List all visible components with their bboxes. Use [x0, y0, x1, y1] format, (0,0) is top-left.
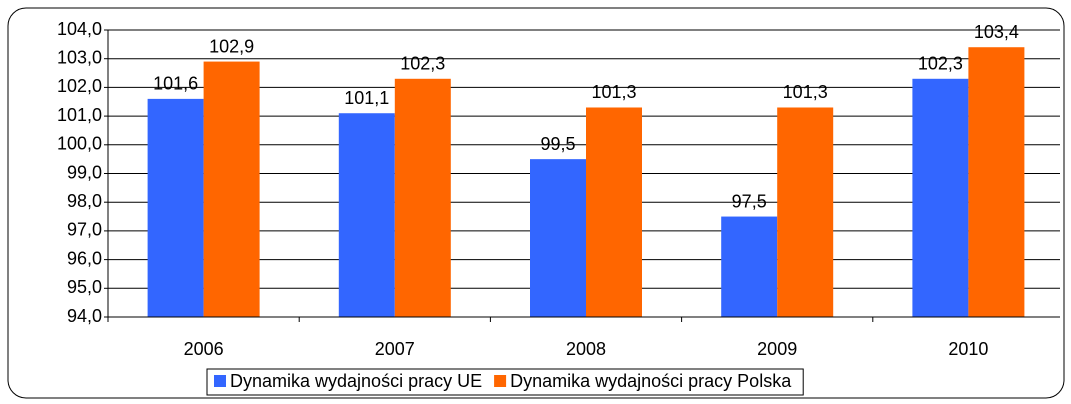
y-tick-label: 103,0 [57, 47, 102, 67]
bar [394, 78, 451, 317]
data-label: 101,3 [783, 82, 828, 102]
data-label: 103,4 [974, 22, 1019, 42]
y-tick-label: 98,0 [67, 191, 102, 211]
data-label: 102,3 [918, 54, 963, 74]
bar [968, 47, 1025, 317]
y-tick-label: 99,0 [67, 162, 102, 182]
bar [912, 78, 969, 317]
legend-label: Dynamika wydajności pracy Polska [510, 371, 792, 391]
y-tick-label: 97,0 [67, 220, 102, 240]
data-label: 102,9 [209, 36, 254, 56]
legend-swatch [494, 375, 507, 387]
x-tick-label: 2009 [757, 339, 797, 359]
legend-swatch [214, 375, 226, 387]
y-tick-label: 95,0 [67, 277, 102, 297]
bar [530, 159, 586, 317]
data-label: 101,3 [591, 82, 636, 102]
bar [777, 107, 834, 318]
x-tick-label: 2010 [948, 339, 988, 359]
data-label: 101,1 [344, 88, 389, 108]
bar [147, 98, 204, 317]
data-label: 99,5 [540, 134, 575, 154]
y-tick-label: 96,0 [67, 248, 102, 268]
y-tick-label: 102,0 [57, 76, 102, 96]
bar [586, 107, 642, 318]
x-tick-label: 2008 [566, 339, 606, 359]
bar [203, 61, 260, 317]
data-label: 101,6 [153, 74, 198, 94]
data-label: 102,3 [400, 54, 445, 74]
bar [338, 113, 395, 317]
data-label: 97,5 [732, 191, 767, 211]
x-tick-label: 2007 [375, 339, 415, 359]
y-tick-label: 100,0 [57, 134, 102, 154]
y-tick-label: 104,0 [57, 19, 102, 39]
y-tick-label: 101,0 [57, 105, 102, 125]
legend-label: Dynamika wydajności pracy UE [230, 371, 482, 391]
y-tick-label: 94,0 [67, 306, 102, 326]
bar [721, 216, 778, 317]
x-tick-label: 2006 [184, 339, 224, 359]
